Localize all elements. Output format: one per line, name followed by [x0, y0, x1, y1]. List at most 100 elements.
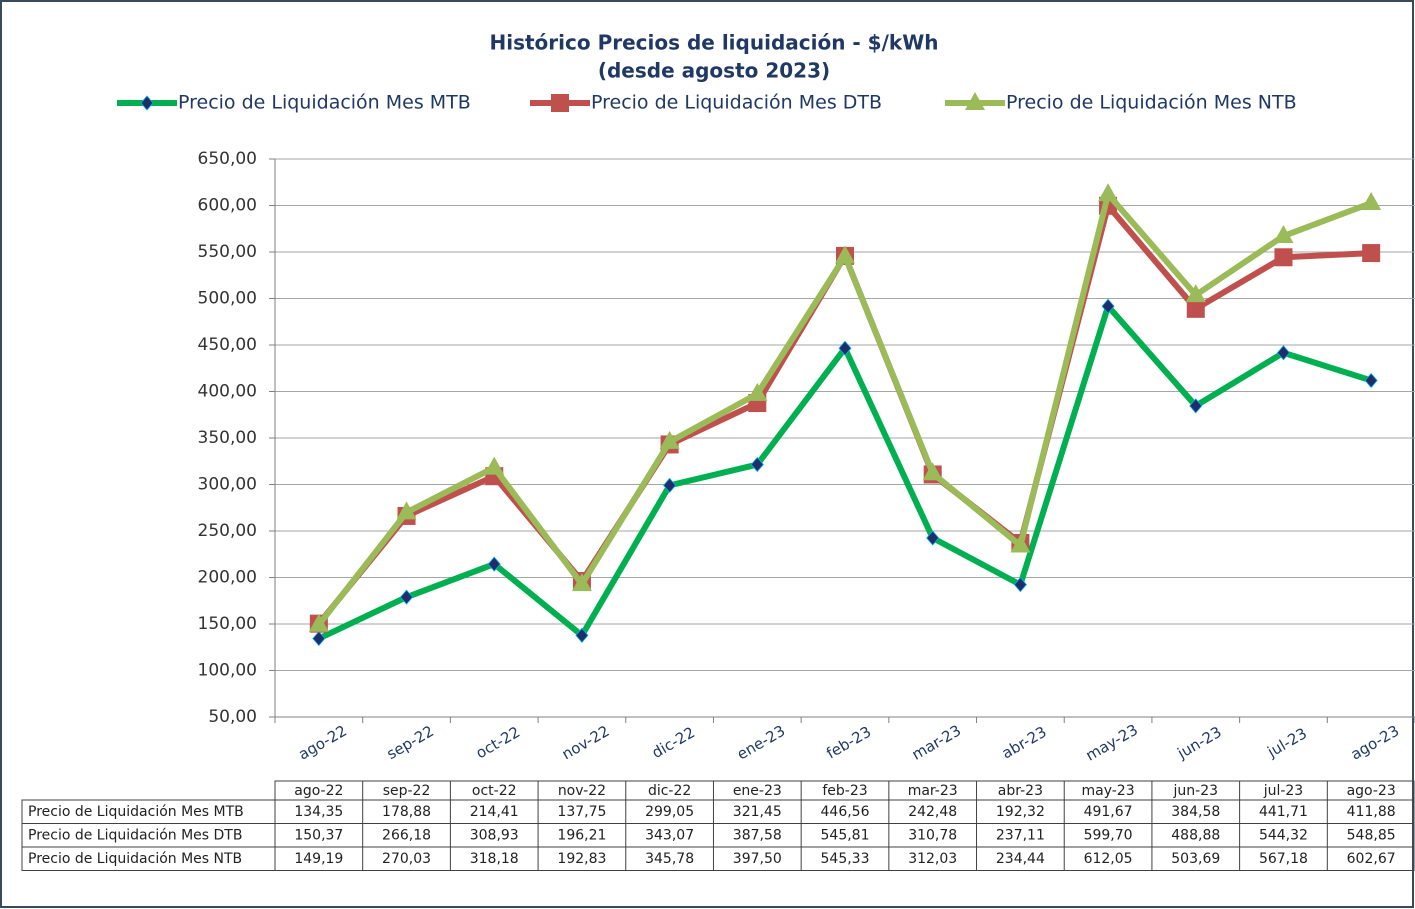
table-row [21, 846, 1415, 871]
marker [659, 430, 680, 449]
marker [926, 530, 940, 546]
table-cell: 387,58 [733, 827, 782, 843]
table-cell: 318,18 [470, 851, 519, 867]
legend-label: Precio de Liquidación Mes DTB [591, 92, 882, 114]
y-tick-label: 250,00 [198, 521, 257, 541]
table-header: jun-23 [1173, 783, 1219, 799]
y-tick-label: 300,00 [198, 475, 257, 495]
table-header: oct-22 [472, 783, 517, 799]
table-cell: 134,35 [294, 804, 343, 820]
legend-label: Precio de Liquidación Mes NTB [1006, 92, 1297, 114]
y-tick-label: 100,00 [198, 661, 257, 681]
marker [750, 456, 764, 473]
table-cell: 237,11 [996, 827, 1045, 843]
table-header: ago-22 [294, 783, 343, 799]
y-tick-label: 200,00 [198, 568, 257, 588]
marker [1186, 299, 1205, 318]
table-header: may-23 [1082, 783, 1135, 799]
table-cell: 150,37 [294, 827, 343, 843]
marker [1010, 534, 1031, 553]
marker [312, 630, 326, 647]
marker [571, 573, 592, 592]
y-tick-label: 350,00 [198, 428, 257, 448]
table-cell: 137,75 [557, 804, 606, 820]
table-cell: 545,33 [821, 851, 870, 867]
table-cell: 234,44 [996, 851, 1045, 867]
table-cell: 149,19 [294, 851, 343, 867]
marker [400, 589, 414, 605]
marker [1361, 192, 1382, 211]
table-row-label: Precio de Liquidación Mes MTB [28, 804, 244, 820]
table-row-label: Precio de Liquidación Mes DTB [28, 827, 242, 843]
y-tick-label: 150,00 [198, 614, 257, 634]
marker [1189, 398, 1203, 414]
table-cell: 545,81 [821, 827, 870, 843]
table-cell: 178,88 [382, 804, 431, 820]
table-cell: 192,32 [996, 804, 1045, 820]
marker [1273, 225, 1294, 244]
table-cell: 266,18 [382, 827, 431, 843]
table-cell: 612,05 [1084, 851, 1133, 867]
marker [965, 92, 985, 110]
marker [1364, 372, 1378, 389]
table-cell: 214,41 [470, 804, 519, 820]
table-cell: 242,48 [908, 804, 957, 820]
y-tick-label: 550,00 [198, 242, 257, 262]
marker [1013, 577, 1027, 593]
table-row-label: Precio de Liquidación Mes NTB [28, 851, 242, 867]
marker [551, 94, 569, 112]
table-header: nov-22 [558, 783, 606, 799]
marker [663, 477, 677, 493]
marker [308, 613, 329, 632]
table-cell: 544,32 [1259, 827, 1308, 843]
marker [1276, 345, 1290, 361]
table-header: jul-23 [1263, 783, 1304, 799]
marker [1274, 248, 1293, 267]
table-cell: 446,56 [821, 804, 870, 820]
table-cell: 345,78 [645, 851, 694, 867]
y-tick-label: 450,00 [198, 335, 257, 355]
table-cell: 310,78 [908, 827, 957, 843]
table-cell: 384,58 [1171, 804, 1220, 820]
table-cell: 411,88 [1347, 804, 1396, 820]
table-header: mar-23 [908, 783, 958, 799]
table-header: feb-23 [822, 783, 867, 799]
y-tick-label: 650,00 [198, 149, 257, 169]
y-tick-label: 600,00 [198, 196, 257, 216]
table-cell: 488,88 [1171, 827, 1220, 843]
table-header: ago-23 [1347, 783, 1396, 799]
table-cell: 397,50 [733, 851, 782, 867]
table-cell: 270,03 [382, 851, 431, 867]
table-cell: 602,67 [1347, 851, 1396, 867]
marker [1101, 298, 1115, 314]
marker [838, 340, 852, 356]
table-cell: 599,70 [1084, 827, 1133, 843]
table-header: ene-23 [733, 783, 782, 799]
marker [1098, 183, 1119, 202]
table-header: abr-23 [998, 783, 1043, 799]
table-cell: 196,21 [557, 827, 606, 843]
table-cell: 567,18 [1259, 851, 1308, 867]
table-header: sep-22 [383, 783, 431, 799]
table-cell: 548,85 [1347, 827, 1396, 843]
chart-title: Histórico Precios de liquidación - $/kWh [490, 31, 939, 55]
table-cell: 299,05 [645, 804, 694, 820]
table-cell: 321,45 [733, 804, 782, 820]
table-cell: 192,83 [557, 851, 606, 867]
y-tick-label: 50,00 [208, 707, 257, 727]
marker [747, 382, 768, 401]
marker [922, 462, 943, 481]
table-cell: 308,93 [470, 827, 519, 843]
marker [1185, 284, 1206, 303]
marker [484, 456, 505, 475]
table-cell: 312,03 [908, 851, 957, 867]
chart-subtitle: (desde agosto 2023) [598, 59, 830, 83]
y-tick-label: 500,00 [198, 289, 257, 309]
table-cell: 491,67 [1084, 804, 1133, 820]
marker [396, 501, 417, 520]
marker [140, 95, 154, 111]
table-cell: 441,71 [1259, 804, 1308, 820]
marker [835, 245, 855, 264]
